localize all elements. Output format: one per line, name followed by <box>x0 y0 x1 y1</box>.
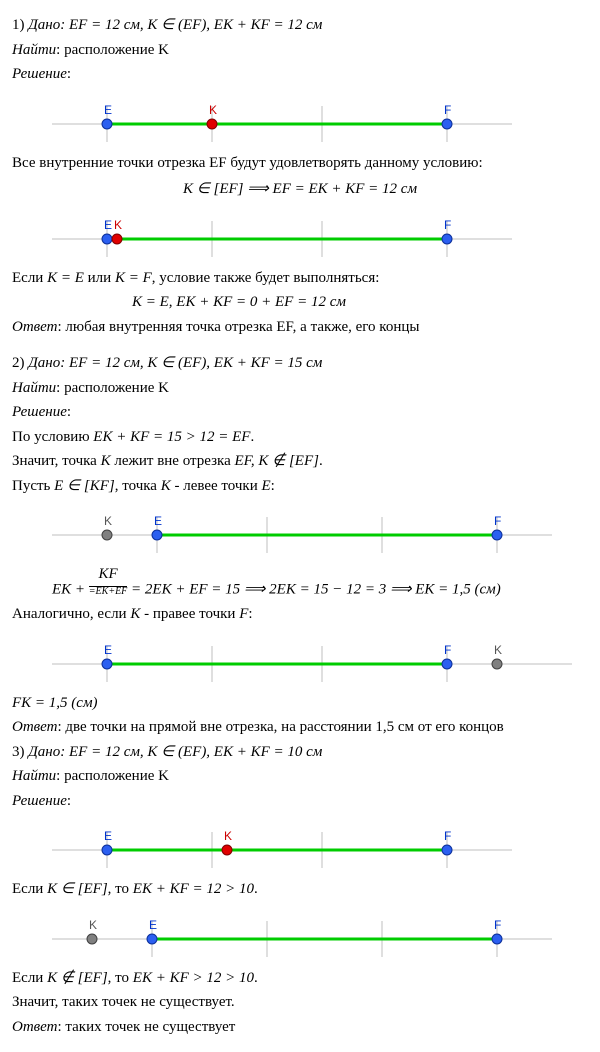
diagram-4: EFK <box>12 634 588 684</box>
svg-text:K: K <box>494 643 502 657</box>
svg-text:E: E <box>149 918 157 932</box>
p1-find: Найти: расположение K <box>12 39 588 62</box>
diagram-2: EFK <box>12 209 588 259</box>
p3-t3: Значит, таких точек не существует. <box>12 991 588 1014</box>
svg-text:K: K <box>104 514 112 528</box>
p1-given: 1) Дано: EF = 12 см, K ∈ (EF), EK + KF =… <box>12 14 588 37</box>
p1-sol: Решение: <box>12 63 588 86</box>
svg-text:E: E <box>104 103 112 117</box>
svg-text:E: E <box>104 829 112 843</box>
p2-given: 2) Дано: EF = 12 см, K ∈ (EF), EK + KF =… <box>12 352 588 375</box>
p2-find: Найти: расположение K <box>12 377 588 400</box>
svg-text:K: K <box>89 918 97 932</box>
p3-t2: Если K ∉ [EF], то EK + KF > 12 > 10. <box>12 967 588 990</box>
p3-sol: Решение: <box>12 790 588 813</box>
p1-ans: Ответ: любая внутренняя точка отрезка EF… <box>12 316 588 339</box>
diagram-5: EFK <box>12 820 588 870</box>
p1-eq1: K ∈ [EF] ⟹ EF = EK + KF = 12 см <box>12 178 588 201</box>
p2-t2: Значит, точка K лежит вне отрезка EF, K … <box>12 450 588 473</box>
svg-text:K: K <box>209 103 217 117</box>
svg-text:E: E <box>104 218 112 232</box>
svg-text:F: F <box>444 643 451 657</box>
p1-eq2: K = E, EK + KF = 0 + EF = 12 см <box>12 291 588 314</box>
svg-text:F: F <box>494 918 501 932</box>
svg-text:K: K <box>224 829 232 843</box>
p2-t4: Аналогично, если K - правее точки F: <box>12 603 588 626</box>
svg-text:E: E <box>104 643 112 657</box>
svg-text:F: F <box>494 514 501 528</box>
svg-text:F: F <box>444 103 451 117</box>
diagram-3: EFK <box>12 505 588 555</box>
svg-text:E: E <box>154 514 162 528</box>
p1-text1: Все внутренние точки отрезка EF будут уд… <box>12 152 588 175</box>
p3-given: 3) Дано: EF = 12 см, K ∈ (EF), EK + KF =… <box>12 741 588 764</box>
p1-text2: Если K = E или K = F, условие также буде… <box>12 267 588 290</box>
svg-text:F: F <box>444 829 451 843</box>
p2-eq: EK + KF=EK+EF = 2EK + EF = 15 ⟹ 2EK = 15… <box>12 563 588 601</box>
p2-t1: По условию EK + KF = 15 > 12 = EF. <box>12 426 588 449</box>
p3-ans: Ответ: таких точек не существует <box>12 1016 588 1039</box>
p2-sol: Решение: <box>12 401 588 424</box>
p3-t1: Если K ∈ [EF], то EK + KF = 12 > 10. <box>12 878 588 901</box>
svg-text:F: F <box>444 218 451 232</box>
p3-find: Найти: расположение K <box>12 765 588 788</box>
diagram-6: EFK <box>12 909 588 959</box>
p2-t3: Пусть E ∈ [KF], точка K - левее точки E: <box>12 475 588 498</box>
diagram-1: EFK <box>12 94 588 144</box>
p2-ans: Ответ: две точки на прямой вне отрезка, … <box>12 716 588 739</box>
svg-text:K: K <box>114 218 122 232</box>
p2-fk: FK = 1,5 (см) <box>12 692 588 715</box>
